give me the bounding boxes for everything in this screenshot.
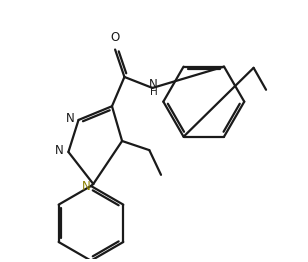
Text: N: N: [82, 180, 91, 193]
Text: N: N: [55, 144, 64, 157]
Text: N: N: [149, 78, 158, 91]
Text: N: N: [66, 112, 75, 125]
Text: O: O: [111, 31, 120, 43]
Text: H: H: [150, 86, 157, 96]
